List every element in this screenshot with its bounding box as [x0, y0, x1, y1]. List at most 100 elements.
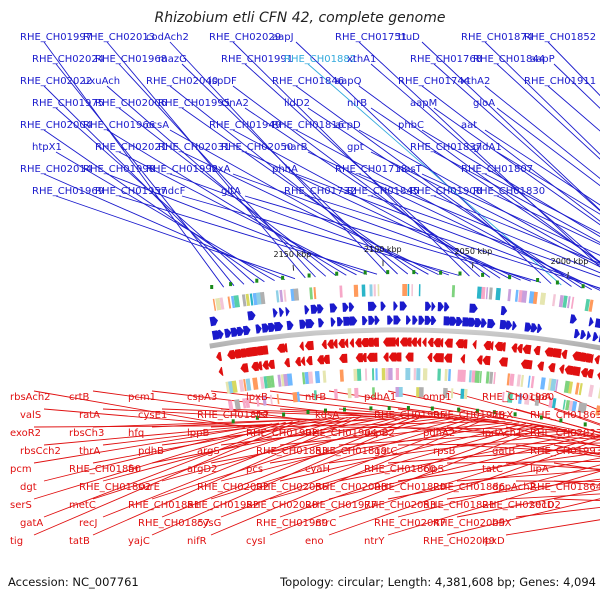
gene-label[interactable]: RHE_CH02020 [246, 500, 318, 511]
gene-label[interactable]: kdsA [315, 410, 339, 421]
gene-label[interactable]: RHE_CH01846 [272, 76, 344, 87]
gene-label[interactable]: ccsA [146, 120, 169, 131]
gene-label[interactable]: RHE_CH01844 [473, 54, 545, 65]
gene-label[interactable]: ntrY [364, 536, 385, 547]
gene-label[interactable]: yajC [128, 536, 150, 547]
gene-label[interactable]: RHE_CH02053 [364, 500, 436, 511]
gene-label[interactable]: RHE_CH01949 [209, 120, 281, 131]
gene-label[interactable]: eno [305, 536, 324, 547]
gene-label[interactable]: lpdAch1 [482, 428, 522, 439]
gene-label[interactable]: RHE_CH01975 [32, 98, 104, 109]
gene-label[interactable]: cysE1 [138, 410, 167, 421]
gene-label[interactable]: gltA [221, 186, 241, 197]
gene-label[interactable]: nirB [347, 98, 367, 109]
gene-label[interactable]: RHE_CH01830 [473, 186, 545, 197]
gene-label[interactable]: RHE_CH02031 [158, 142, 230, 153]
gene-label[interactable]: pdhA1 [364, 392, 396, 403]
gene-label[interactable]: gatA [20, 518, 43, 529]
gene-label[interactable]: RHE_CH02022 [20, 76, 92, 87]
gene-label[interactable]: mdcF [158, 186, 186, 197]
gene-label[interactable]: lppB [187, 428, 209, 439]
gene-label[interactable]: RHE_CH01802 [79, 482, 151, 493]
gene-label[interactable]: aspB2 [364, 428, 395, 439]
gene-label[interactable]: metC [69, 500, 96, 511]
gene-label[interactable]: valS [20, 410, 41, 421]
gene-label[interactable]: aapM [410, 98, 437, 109]
gene-label[interactable]: recJ [79, 518, 98, 529]
gene-label[interactable]: RHE_CH01902 [246, 428, 318, 439]
gene-label[interactable]: RHE_CH01837 [410, 142, 482, 153]
gene-label[interactable]: RHE_CH01751 [335, 32, 407, 43]
gene-label[interactable]: aapQ [335, 76, 362, 87]
gene-label[interactable]: RHE_CH01857 [138, 518, 210, 529]
gene-label[interactable]: RHE_CH01978 [433, 410, 505, 421]
gene-label[interactable]: RHE_CH01853 [256, 446, 328, 457]
gene-label[interactable]: RHE_CH01864 [530, 482, 600, 493]
gene-label[interactable]: RHE_CH01874 [461, 32, 533, 43]
gene-label[interactable]: RHE_CH01852 [524, 32, 596, 43]
gene-label[interactable]: omp1 [423, 392, 452, 403]
gene-label[interactable]: lexA [209, 164, 231, 175]
gene-label[interactable]: ntrX [492, 410, 513, 421]
gene-label[interactable]: RHE_CH01993 [530, 446, 600, 457]
gene-label[interactable]: secD2 [530, 500, 561, 511]
gene-label[interactable]: RHE_CH02056 [256, 482, 328, 493]
gene-label[interactable]: RHE_CH02006 [95, 98, 167, 109]
gene-label[interactable]: xthA1 [347, 54, 376, 65]
gene-label[interactable]: RHE_CH01991 [221, 54, 293, 65]
gene-label[interactable]: gatB [492, 446, 515, 457]
gene-label[interactable]: pdhA2 [423, 428, 455, 439]
gene-label[interactable]: RHE_CH02008 [315, 482, 387, 493]
gene-label[interactable]: dppAch2 [492, 482, 536, 493]
gene-label[interactable]: RHE_CH01968 [95, 54, 167, 65]
gene-label[interactable]: cysI [246, 536, 266, 547]
gene-label[interactable]: ntrC [315, 518, 336, 529]
gene-label[interactable]: RHE_CH02029 [209, 32, 281, 43]
gene-label[interactable]: ispDF [209, 76, 237, 87]
gene-label[interactable]: RHE_CH02002 [197, 482, 269, 493]
gene-label[interactable]: pcm1 [128, 392, 156, 403]
gene-label[interactable]: rbsCch2 [20, 446, 61, 457]
gene-label[interactable]: RHE_CH01977 [305, 500, 377, 511]
gene-label[interactable]: RHE_CH01821 [423, 500, 495, 511]
gene-label[interactable]: uxuAch [83, 76, 120, 87]
gene-label[interactable]: exoR2 [10, 428, 41, 439]
gene-label[interactable]: argS [197, 446, 220, 457]
gene-label[interactable]: RHE_CH01812 [197, 410, 269, 421]
gene-label[interactable]: cinA2 [221, 98, 249, 109]
gene-label[interactable]: gloA [473, 98, 495, 109]
gene-label[interactable]: RHE_CH02024 [32, 54, 104, 65]
gene-label[interactable]: RHE_CH02021 [95, 142, 167, 153]
gene-label[interactable]: lpxB [246, 392, 268, 403]
gene-label[interactable]: crtB [69, 392, 90, 403]
gene-label[interactable]: cyaH [305, 464, 330, 475]
gene-label[interactable]: pcs [246, 464, 263, 475]
gene-label[interactable]: RHE_CH01911 [524, 76, 596, 87]
gene-label[interactable]: rbsCh3 [69, 428, 104, 439]
gene-label[interactable]: ntrB [305, 392, 326, 403]
gene-label[interactable]: phhA [272, 164, 298, 175]
gene-label[interactable]: hflX [492, 518, 512, 529]
gene-label[interactable]: RHE_CH01957 [95, 186, 167, 197]
gene-label[interactable]: tig [10, 536, 23, 547]
gene-label[interactable]: RHE_CH02013 [83, 32, 155, 43]
gene-label[interactable]: RHE_CH01732 [284, 186, 356, 197]
gene-label[interactable]: RHE_CH01989 [256, 518, 328, 529]
gene-label[interactable]: RHE_CH01863 [530, 410, 600, 421]
gene-label[interactable]: lipA [530, 464, 549, 475]
gene-label[interactable]: acpD [335, 120, 361, 131]
gene-label[interactable]: RHE_CH01845 [347, 186, 419, 197]
gene-label[interactable]: dgt [20, 482, 37, 493]
gene-label[interactable]: rpsB [433, 446, 456, 457]
gene-label[interactable]: RHE_CH01980 [482, 392, 554, 403]
gene-label[interactable]: RHE_CH02049 [423, 536, 495, 547]
gene-label[interactable]: RHE_CH01992 [146, 164, 218, 175]
gene-label[interactable]: frr [128, 464, 140, 475]
gene-label[interactable]: mazG [158, 54, 187, 65]
gene-label[interactable]: aapJ [272, 32, 294, 43]
gene-label[interactable]: gatC [374, 446, 397, 457]
gene-label[interactable]: ratA [79, 410, 100, 421]
gene-label[interactable]: RHE_CH01744 [398, 76, 470, 87]
gene-label[interactable]: hfq [128, 428, 144, 439]
gene-label[interactable]: RHE_CH02004 [20, 120, 92, 131]
